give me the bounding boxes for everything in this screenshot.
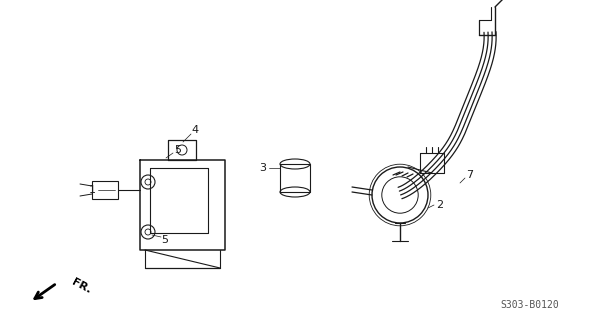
Text: 1: 1 <box>89 185 95 195</box>
Text: S303-B0120: S303-B0120 <box>501 300 559 310</box>
Text: 5: 5 <box>161 235 169 245</box>
Text: 3: 3 <box>260 163 266 173</box>
Bar <box>92 181 118 199</box>
Text: FR.: FR. <box>70 277 93 295</box>
Text: 5: 5 <box>175 145 181 155</box>
Text: 7: 7 <box>466 170 474 180</box>
Text: 4: 4 <box>191 125 199 135</box>
Text: 2: 2 <box>437 200 443 210</box>
